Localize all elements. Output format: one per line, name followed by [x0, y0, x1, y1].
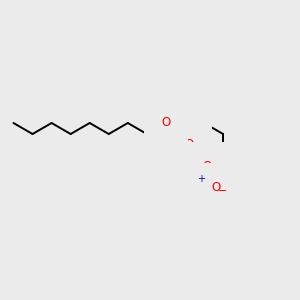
- Text: O: O: [203, 160, 212, 173]
- Text: +: +: [197, 174, 205, 184]
- Text: N: N: [191, 177, 200, 190]
- Text: O: O: [184, 139, 194, 152]
- Text: −: −: [218, 186, 228, 197]
- Text: O: O: [211, 181, 220, 194]
- Text: O: O: [161, 116, 170, 130]
